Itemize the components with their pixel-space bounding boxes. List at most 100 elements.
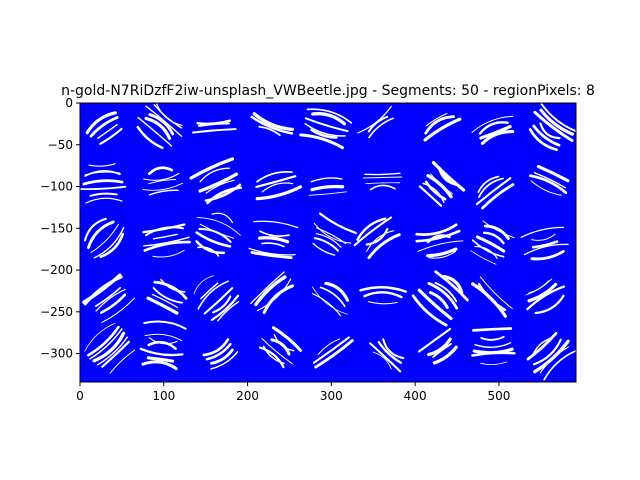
- streamline-gap: [310, 128, 338, 139]
- streamline-gap: [367, 233, 401, 260]
- streamline-gap: [353, 216, 393, 247]
- streamline-gap: [143, 172, 180, 181]
- streamline-gap: [153, 104, 183, 129]
- streamline-gap: [475, 235, 506, 253]
- streamline-gap: [531, 233, 556, 241]
- streamline-gap: [426, 234, 451, 244]
- streamline-gap: [530, 250, 565, 261]
- streamline-gap: [197, 122, 230, 127]
- streamline-gap: [429, 291, 449, 310]
- streamline-gap: [530, 180, 562, 196]
- x-tick-label: 300: [320, 389, 343, 403]
- streamline-gap: [478, 177, 504, 198]
- streamline-gap: [434, 270, 469, 302]
- streamline-gap: [99, 127, 123, 145]
- streamline-gap: [261, 242, 285, 248]
- streamline-gap: [256, 170, 293, 183]
- streamline-gap: [84, 170, 121, 177]
- streamline-gap: [471, 351, 516, 357]
- streamline-gap: [82, 179, 124, 186]
- streamline-gap: [210, 348, 234, 365]
- streamline-gap: [366, 230, 395, 252]
- streamline-gap: [205, 342, 232, 361]
- streamline-gap: [148, 189, 179, 196]
- streamline-gap: [147, 340, 177, 350]
- streamline-gap: [146, 356, 175, 363]
- streamline-gap: [470, 250, 497, 265]
- streamline-gap: [217, 300, 240, 322]
- streamline-gap: [311, 286, 348, 315]
- streamline-gap: [255, 185, 303, 201]
- streamline-gap: [193, 275, 214, 295]
- streamline-gap: [532, 338, 562, 366]
- streamline-gap: [196, 216, 241, 236]
- streamline-gap: [427, 282, 459, 310]
- streamline-gap: [368, 301, 398, 305]
- y-tick-label: −50: [48, 138, 73, 152]
- streamline-gap: [526, 285, 566, 311]
- streamline-gap: [189, 157, 235, 180]
- streamline-gap: [308, 191, 347, 196]
- streamline-gap: [261, 182, 294, 193]
- streamline-gap: [192, 128, 237, 134]
- chart-title: n-gold-N7RiDzfF2iw-unsplash_VWBeetle.jpg…: [61, 83, 595, 99]
- streamline-gap: [202, 338, 230, 357]
- streamline-gap: [210, 294, 240, 321]
- streamline-gap: [147, 166, 174, 176]
- streamline-gap: [533, 172, 567, 189]
- x-axis: 0 100 200 300 400 500: [76, 382, 510, 403]
- streamline-gap: [426, 174, 453, 199]
- streamline-gap: [144, 116, 172, 140]
- streamline-gap: [362, 176, 403, 179]
- streamline-gap: [148, 179, 177, 185]
- streamline-gap: [480, 361, 508, 366]
- streamline-gap: [533, 110, 574, 142]
- streamline-gap: [146, 296, 179, 315]
- streamline-gap: [253, 220, 299, 229]
- streamline-gap: [83, 275, 123, 306]
- streamline-gap: [523, 243, 569, 256]
- streamline-gap: [312, 293, 342, 317]
- streamline-gap: [474, 245, 498, 259]
- streamline-gap: [368, 117, 394, 139]
- streamline-gap: [206, 186, 242, 205]
- streamline-gap: [528, 280, 550, 294]
- streamline-gap: [471, 282, 507, 318]
- streamline-gap: [319, 286, 346, 308]
- streamline-gap: [536, 165, 570, 183]
- streamline-gap: [255, 175, 297, 188]
- streamline-gap: [109, 349, 136, 374]
- plot-frame: [79, 102, 577, 383]
- streamline-gap: [101, 340, 130, 368]
- streamline-gap: [422, 182, 445, 204]
- streamline-gap: [310, 184, 345, 192]
- streamline-gap: [88, 163, 116, 167]
- streamline-gap: [312, 336, 350, 364]
- streamline-gap: [144, 333, 183, 342]
- x-tick-label: 400: [404, 389, 427, 403]
- streamline-gap: [85, 111, 117, 135]
- streamline-layer: [80, 103, 576, 382]
- y-tick-label: −300: [40, 347, 73, 361]
- streamline-gap: [356, 217, 387, 241]
- streamline-gap: [137, 116, 173, 147]
- streamline-gap: [306, 108, 353, 124]
- streamline-gap: [316, 227, 347, 245]
- streamline-gap: [417, 327, 452, 353]
- streamline-gap: [197, 246, 220, 257]
- streamline-gap: [84, 323, 115, 352]
- streamline-gap: [531, 240, 559, 249]
- streamline-gap: [136, 125, 164, 150]
- streamline-gap: [479, 125, 512, 140]
- streamline-gap: [304, 117, 349, 133]
- streamline-gap: [83, 217, 107, 242]
- streamline-gap: [363, 291, 403, 299]
- streamline-gap: [94, 286, 122, 307]
- streamline-gap: [365, 182, 401, 185]
- streamline-gap: [313, 237, 340, 252]
- streamline-gap: [152, 233, 178, 240]
- streamline-gap: [87, 220, 115, 249]
- streamline-gap: [529, 174, 568, 195]
- streamline-gap: [80, 185, 127, 190]
